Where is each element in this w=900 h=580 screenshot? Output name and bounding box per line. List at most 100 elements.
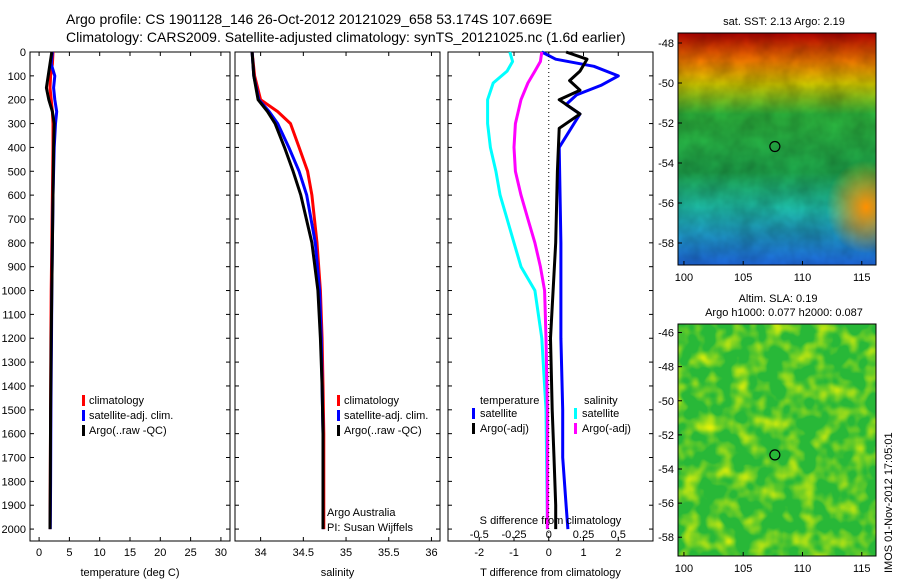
y-tick-label: 500 bbox=[8, 166, 26, 178]
map-y-tick-label: -58 bbox=[658, 238, 674, 250]
legend-label: Argo(-adj) bbox=[582, 423, 631, 435]
sla-texture bbox=[678, 324, 876, 556]
y-tick-label: 1600 bbox=[2, 429, 26, 441]
sla-map: 100 105 110 115 -46 -48 -50 -52 -54 -56 -58 bbox=[658, 323, 877, 575]
sla-map-title-line1: Altim. SLA: 0.19 bbox=[739, 293, 818, 305]
temperature-panel: 0100200300400500600700800900100011001200… bbox=[2, 47, 231, 579]
map-x-tick-label: 105 bbox=[734, 563, 752, 575]
legend-group-title: salinity bbox=[584, 395, 618, 407]
x-tick-label: 5 bbox=[66, 547, 72, 559]
legend-swatch bbox=[82, 395, 85, 406]
y-tick-label: 800 bbox=[8, 238, 26, 250]
map-y-tick-label: -48 bbox=[658, 362, 674, 374]
x-tick-label: 20 bbox=[154, 547, 166, 559]
y-tick-label: 100 bbox=[8, 71, 26, 83]
timestamp-stamp: IMOS 01-Nov-2012 17:05:01 bbox=[883, 432, 895, 573]
y-tick-label: 1200 bbox=[2, 333, 26, 345]
map-y-tick-label: -50 bbox=[658, 396, 674, 408]
float-position-marker bbox=[769, 449, 781, 461]
x-axis-label: temperature (deg C) bbox=[80, 567, 179, 579]
x-tick-label: 25 bbox=[184, 547, 196, 559]
y-tick-label: 200 bbox=[8, 95, 26, 107]
annotation-text: Argo Australia bbox=[327, 507, 396, 519]
legend-swatch bbox=[337, 410, 340, 421]
sst-map-frame bbox=[677, 32, 877, 266]
secondary-tick-label: -0.5 bbox=[470, 529, 489, 541]
legend-swatch bbox=[574, 408, 577, 419]
y-tick-label: 900 bbox=[8, 262, 26, 274]
map-x-tick-label: 110 bbox=[794, 272, 812, 284]
legend-label: satellite-adj. clim. bbox=[89, 410, 173, 422]
map-y-tick-label: -48 bbox=[658, 38, 674, 50]
legend-label: Argo(..raw -QC) bbox=[344, 425, 422, 437]
map-x-tick-label: 115 bbox=[853, 272, 871, 284]
legend-label: climatology bbox=[89, 395, 145, 407]
float-position-marker bbox=[769, 140, 781, 153]
secondary-tick-label: 0.5 bbox=[611, 529, 626, 541]
plot-frame bbox=[29, 51, 231, 542]
y-tick-label: 2000 bbox=[2, 524, 26, 536]
legend-swatch bbox=[82, 425, 85, 436]
legend-label: satellite bbox=[582, 408, 619, 420]
y-tick-label: 1900 bbox=[2, 500, 26, 512]
plot-frame bbox=[447, 51, 654, 542]
x-tick-label: 35.5 bbox=[378, 547, 399, 559]
legend-swatch bbox=[337, 425, 340, 436]
x-tick-label: 2 bbox=[615, 547, 621, 559]
series-line bbox=[486, 51, 549, 530]
sla-map-title-line2: Argo h1000: 0.077 h2000: 0.087 bbox=[705, 307, 863, 319]
sla-map-frame bbox=[677, 323, 877, 557]
x-tick-label: 10 bbox=[94, 547, 106, 559]
y-tick-label: 600 bbox=[8, 190, 26, 202]
secondary-tick-label: 0.25 bbox=[573, 529, 594, 541]
y-tick-label: 1400 bbox=[2, 381, 26, 393]
x-tick-label: -1 bbox=[509, 547, 519, 559]
series-line bbox=[44, 51, 56, 530]
annotation-text: PI: Susan Wijffels bbox=[327, 522, 413, 534]
legend-group-title: temperature bbox=[480, 395, 539, 407]
legend-label: satellite-adj. clim. bbox=[344, 410, 428, 422]
series-line bbox=[512, 51, 549, 530]
salinity-panel: 34 34.5 35 35.5 36 salinity climatology satelli… bbox=[234, 51, 441, 579]
legend-swatch bbox=[472, 408, 475, 419]
map-y-tick-label: -46 bbox=[658, 328, 674, 340]
y-tick-label: 1000 bbox=[2, 286, 26, 298]
sst-map: 100 105 110 115 -48 -50 -52 -54 -56 -58 bbox=[658, 32, 877, 284]
y-tick-label: 0 bbox=[20, 47, 26, 59]
plot-frame bbox=[234, 51, 441, 542]
x-tick-label: 35 bbox=[340, 547, 352, 559]
sst-map-title: sat. SST: 2.13 Argo: 2.19 bbox=[723, 16, 845, 28]
x-tick-label: 34 bbox=[255, 547, 267, 559]
legend-label: climatology bbox=[344, 395, 400, 407]
x-tick-label: 0 bbox=[546, 547, 552, 559]
map-y-tick-label: -54 bbox=[658, 464, 674, 476]
y-tick-label: 1800 bbox=[2, 476, 26, 488]
secondary-tick-label: 0 bbox=[546, 529, 552, 541]
legend-swatch bbox=[574, 423, 577, 434]
secondary-tick-label: -0.25 bbox=[501, 529, 526, 541]
x-tick-label: 0 bbox=[36, 547, 42, 559]
difference-panel: -2 -1 0 1 2 T difference from climatology S di… bbox=[447, 50, 654, 579]
x-axis-label: T difference from climatology bbox=[480, 567, 621, 579]
y-tick-label: 1300 bbox=[2, 357, 26, 369]
x-axis-label: salinity bbox=[321, 567, 355, 579]
legend-label: Argo(-adj) bbox=[480, 423, 529, 435]
legend-swatch bbox=[472, 423, 475, 434]
map-y-tick-label: -58 bbox=[658, 532, 674, 544]
legend-label: Argo(..raw -QC) bbox=[89, 425, 167, 437]
y-tick-label: 1700 bbox=[2, 453, 26, 465]
secondary-axis-label: S difference from climatology bbox=[480, 515, 622, 527]
map-y-tick-label: -54 bbox=[658, 158, 674, 170]
series-line bbox=[250, 51, 325, 530]
figure-title-line1: Argo profile: CS 1901128_146 26-Oct-2012… bbox=[66, 11, 553, 27]
y-tick-label: 400 bbox=[8, 142, 26, 154]
map-x-tick-label: 100 bbox=[675, 272, 693, 284]
map-x-tick-label: 100 bbox=[675, 563, 693, 575]
map-y-tick-label: -56 bbox=[658, 198, 674, 210]
map-x-tick-label: 105 bbox=[734, 272, 752, 284]
y-tick-label: 1100 bbox=[2, 309, 26, 321]
x-tick-label: 15 bbox=[124, 547, 136, 559]
legend-swatch bbox=[337, 395, 340, 406]
figure-title-line2: Climatology: CARS2009. Satellite-adjuste… bbox=[66, 29, 626, 45]
